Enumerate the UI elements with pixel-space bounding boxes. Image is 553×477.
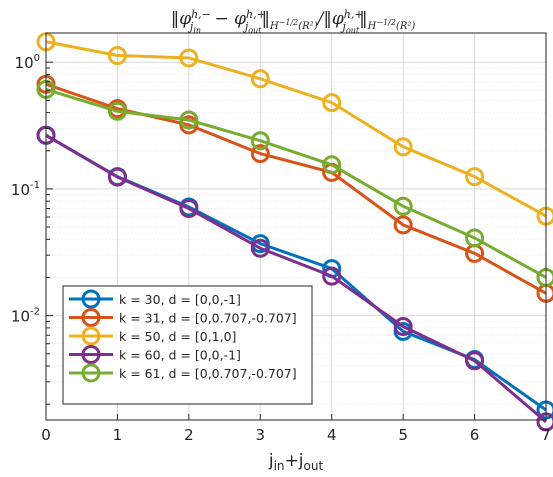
data-point bbox=[465, 167, 485, 187]
legend-marker bbox=[81, 289, 101, 309]
data-point bbox=[393, 317, 413, 337]
data-point bbox=[393, 215, 413, 235]
data-point bbox=[322, 155, 342, 175]
chart-title: ‖φh,− jin − φh,+ jout‖H−1/2(R²)/‖φh,+ jout‖… bbox=[171, 8, 416, 35]
x-tick-label: 5 bbox=[398, 426, 408, 444]
legend-marker bbox=[81, 326, 101, 346]
series-line-4 bbox=[45, 133, 547, 424]
legend-marker bbox=[81, 363, 101, 383]
x-tick-label: 2 bbox=[184, 426, 194, 444]
x-axis-label: jin+jout bbox=[268, 451, 324, 473]
legend-label: k = 31, d = [0,0.707,-0.707] bbox=[119, 311, 297, 326]
data-point bbox=[179, 110, 199, 130]
data-point bbox=[179, 48, 199, 68]
data-point bbox=[250, 69, 270, 89]
legend: k = 30, d = [0,0,-1] k = 31, d = [0,0.707… bbox=[62, 285, 313, 405]
series-line-3 bbox=[45, 40, 547, 218]
x-tick-label: 0 bbox=[41, 426, 51, 444]
data-point bbox=[107, 45, 127, 65]
x-tick-label: 7 bbox=[541, 426, 551, 444]
data-point bbox=[393, 196, 413, 216]
y-tick-label: 10-2 bbox=[11, 307, 40, 326]
y-tick-label: 10-1 bbox=[11, 180, 40, 199]
data-point bbox=[250, 131, 270, 151]
data-point bbox=[179, 199, 199, 219]
legend-label: k = 60, d = [0,0,-1] bbox=[119, 348, 241, 363]
legend-marker bbox=[81, 345, 101, 364]
legend-box bbox=[62, 285, 313, 405]
data-point bbox=[322, 266, 342, 286]
x-tick-label: 1 bbox=[113, 426, 123, 444]
series-line-5 bbox=[45, 87, 547, 279]
series-layer bbox=[36, 32, 553, 432]
data-point bbox=[250, 238, 270, 258]
x-tick-label: 6 bbox=[470, 426, 480, 444]
data-point bbox=[107, 101, 127, 121]
legend-label: k = 50, d = [0,1,0] bbox=[119, 329, 236, 344]
data-point bbox=[465, 228, 485, 248]
data-point bbox=[250, 144, 270, 164]
y-tick-label: 100 bbox=[15, 53, 40, 72]
data-point bbox=[107, 167, 127, 187]
x-tick-label: 4 bbox=[327, 426, 337, 444]
data-point bbox=[322, 93, 342, 113]
ticks: 0 1 2 3 4 5 6 7 100 10-1 10-2 bbox=[11, 53, 551, 444]
plot-frame bbox=[45, 32, 547, 421]
legend-label: k = 61, d = [0,0.707,-0.707] bbox=[119, 366, 297, 381]
legend-label: k = 30, d = [0,0,-1] bbox=[119, 292, 241, 307]
data-point bbox=[393, 137, 413, 157]
legend-marker bbox=[81, 308, 101, 327]
data-point bbox=[465, 351, 485, 371]
x-tick-label: 3 bbox=[256, 426, 266, 444]
